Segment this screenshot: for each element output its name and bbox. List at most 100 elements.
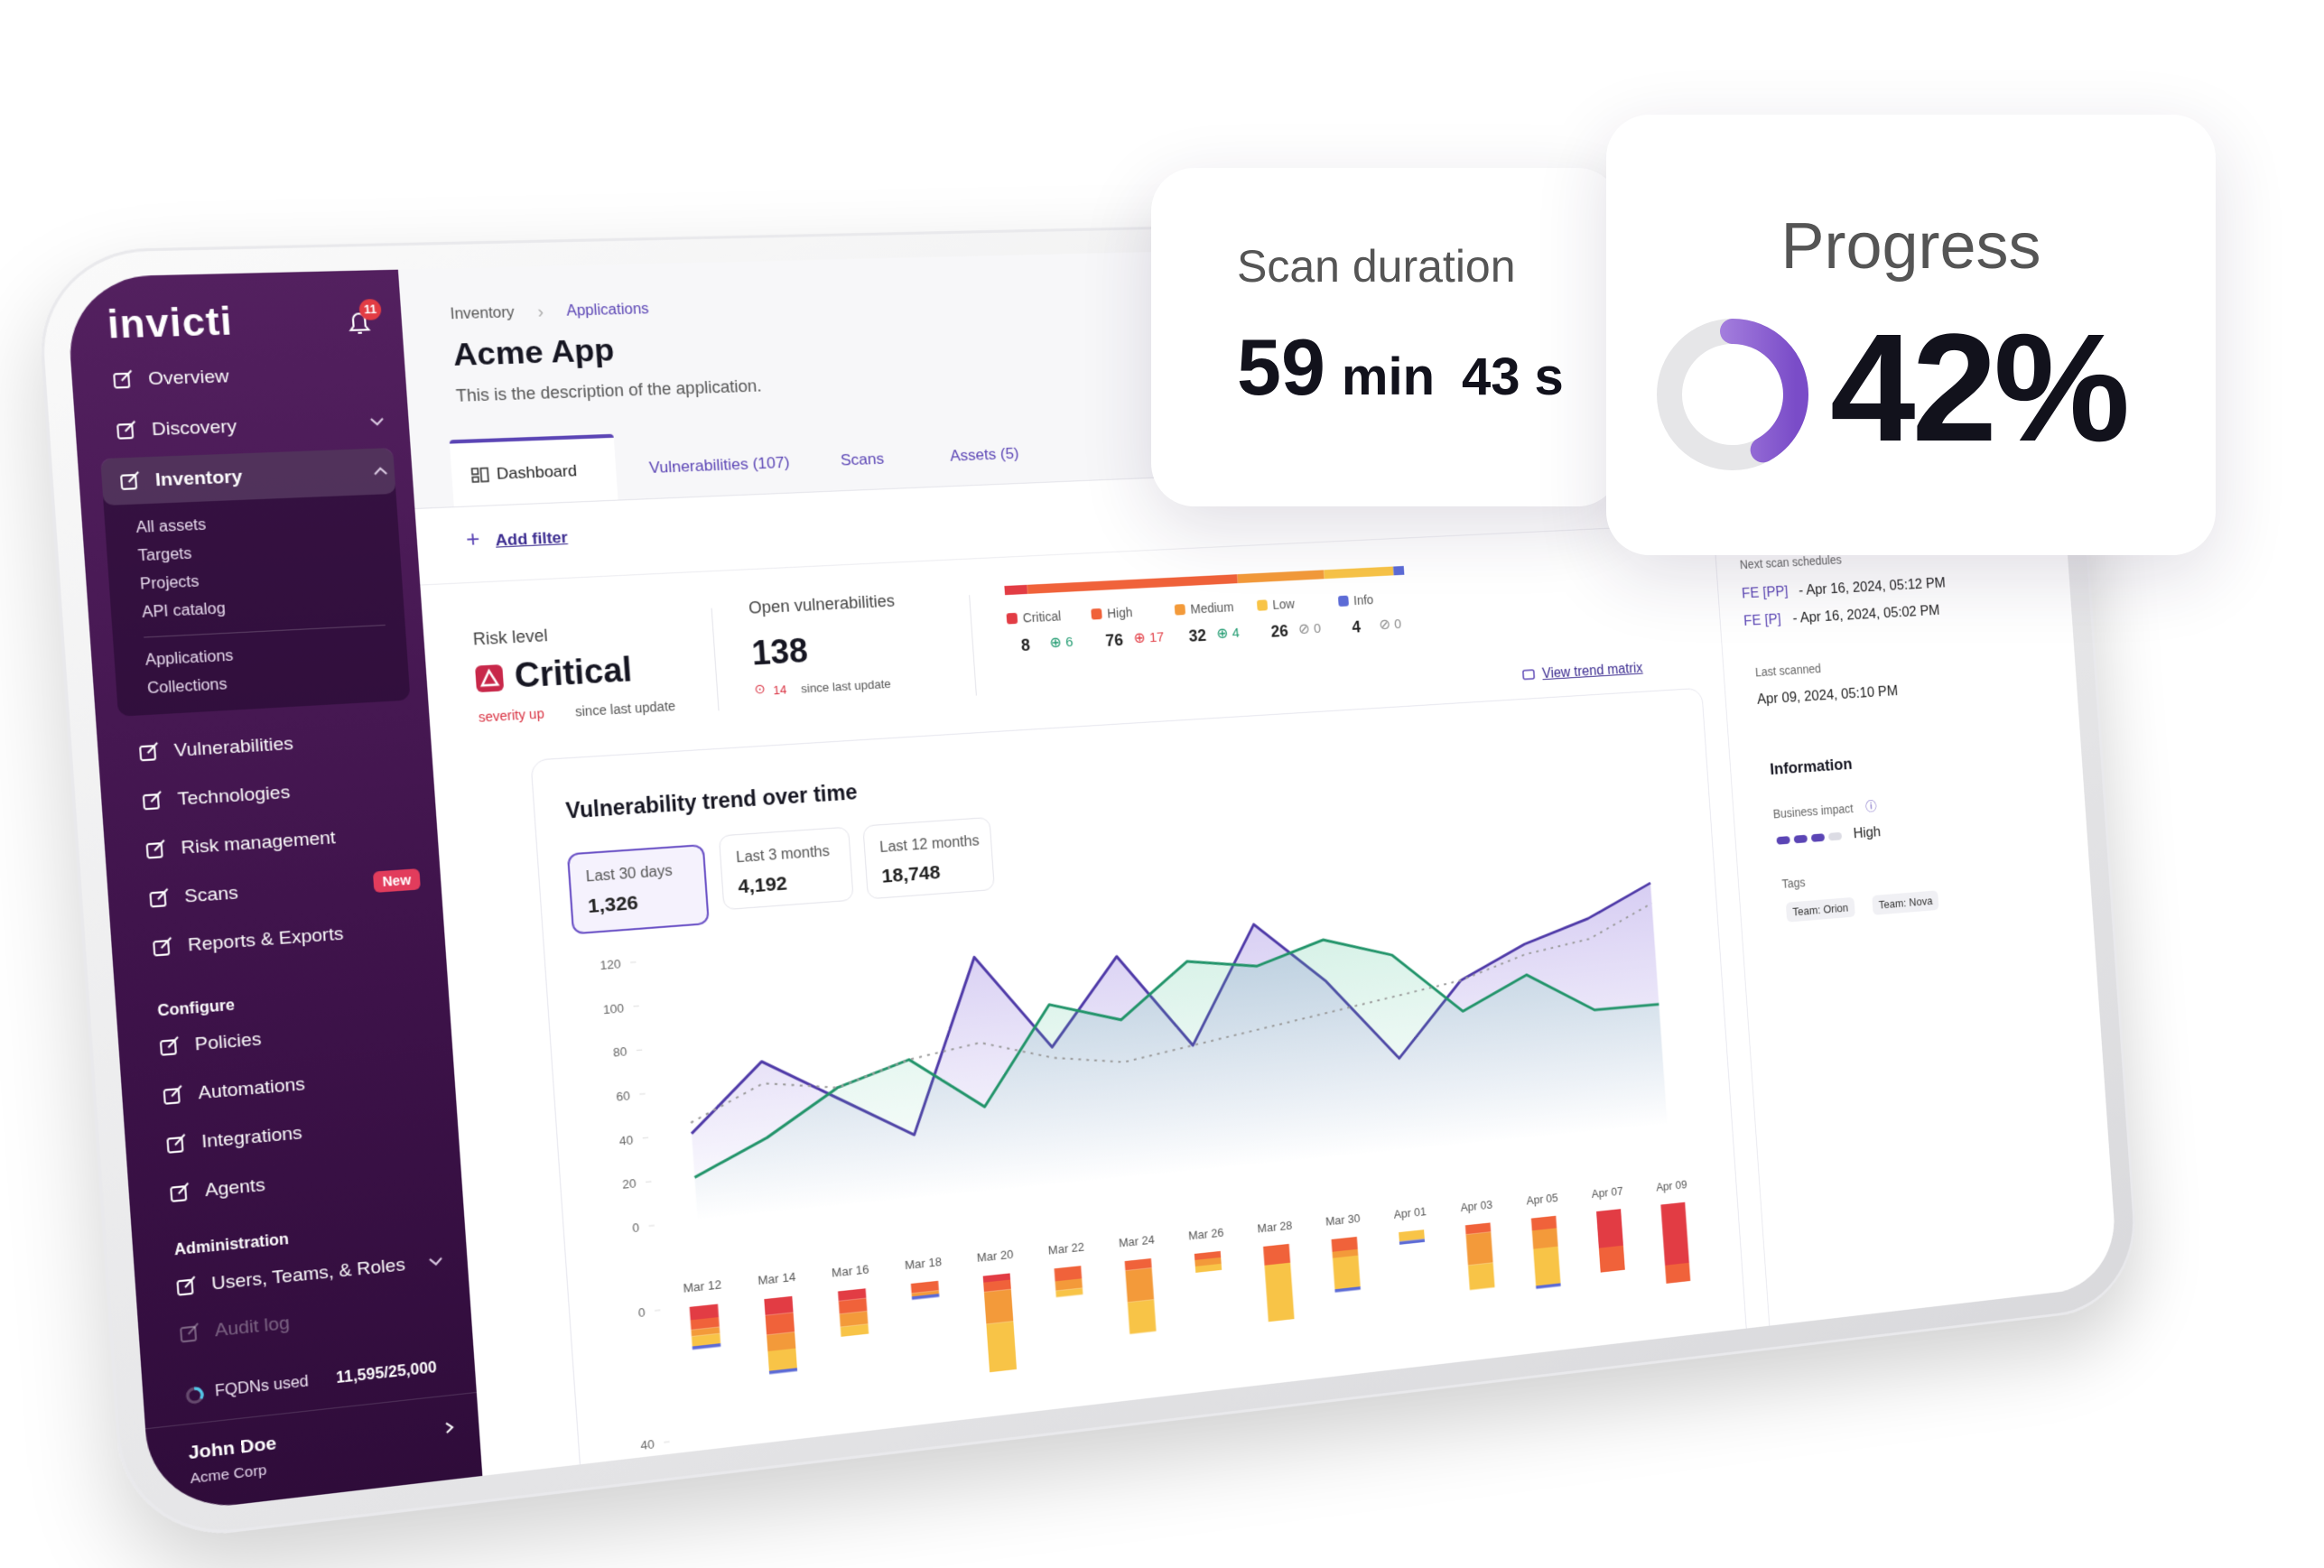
scan-sec-unit: s [1534, 348, 1564, 406]
last-label: Last scanned [1754, 661, 1822, 680]
severity-segment [1237, 570, 1325, 584]
x-tick-label: Apr 03 [1460, 1198, 1492, 1214]
fqdn-ring-arc [194, 1387, 202, 1399]
bar-segment [1533, 1246, 1561, 1286]
user-name: John Doe [187, 1433, 277, 1464]
bar-segment [767, 1331, 796, 1351]
severity-count: 32 [1188, 626, 1207, 645]
x-tick-label: Mar 28 [1257, 1219, 1293, 1236]
nav-item[interactable]: Vulnerabilities [173, 733, 294, 762]
bar-segment [1530, 1215, 1557, 1231]
bar-segment [1660, 1202, 1689, 1266]
severity-count: 26 [1270, 621, 1289, 641]
sub-nav-item[interactable]: All assets [135, 516, 207, 537]
x-tick-label: Apr 07 [1591, 1184, 1623, 1201]
nav-item[interactable]: Reports & Exports [187, 923, 345, 956]
icon-pen [188, 1323, 199, 1334]
bar-segment [765, 1312, 795, 1335]
y-tick [639, 1094, 645, 1095]
schedule-tag[interactable]: FE [P] [1743, 610, 1782, 629]
nav-item[interactable]: Scans [183, 883, 239, 907]
bar-segment [1127, 1299, 1157, 1334]
icon-pen [151, 792, 162, 803]
chevron-path [375, 469, 387, 475]
y-tick [643, 1137, 648, 1138]
add-filter[interactable]: Add filter [495, 528, 569, 550]
icon-pen [147, 743, 158, 753]
nav-item[interactable]: Audit log [214, 1313, 291, 1341]
y-tick-label: 100 [603, 1001, 625, 1016]
trend-link[interactable]: View trend matrix [1541, 661, 1643, 682]
chart-card: Vulnerability trend over time View trend … [530, 661, 1748, 1482]
nav-item[interactable]: Policies [194, 1029, 263, 1055]
nav-icon [139, 742, 161, 763]
bar-segment [983, 1289, 1014, 1324]
main: Inventory › Applications Acme App This is th… [397, 230, 2119, 1482]
breadcrumb[interactable]: Inventory [450, 304, 516, 323]
x-tick-label: Mar 22 [1047, 1240, 1084, 1257]
link-icon-box [1523, 670, 1535, 679]
severity-dot [1006, 612, 1018, 625]
icon-pen [125, 422, 135, 431]
bar-segment [1531, 1228, 1558, 1249]
scan-seconds: 43 [1462, 348, 1520, 406]
severity-change-icon: ⊕ [1133, 630, 1147, 647]
severity-dot [1174, 604, 1186, 616]
severity-change-icon: ⊘ [1297, 621, 1311, 638]
chevron [428, 1255, 444, 1267]
x-tick-label: Mar 30 [1325, 1211, 1361, 1228]
sub-nav-item[interactable]: Projects [139, 573, 200, 593]
y-tick [646, 1182, 651, 1183]
breadcrumb[interactable]: Applications [565, 301, 650, 320]
nav-item[interactable]: Users, Teams, & Roles [210, 1255, 406, 1294]
y2-tick-label: 0 [637, 1305, 646, 1320]
bar-segment [1465, 1231, 1493, 1266]
bar-segment [1124, 1257, 1152, 1271]
risk-icon-bg [475, 664, 505, 693]
x-tick-label: Mar 26 [1188, 1226, 1224, 1243]
severity-change-icon: ⊕ [1215, 626, 1229, 643]
chevron-path [371, 419, 384, 425]
chevron [442, 1421, 458, 1434]
scan-minutes: 59 [1237, 322, 1325, 412]
scan-min-unit: min [1341, 348, 1436, 406]
nav-item[interactable]: Integrations [200, 1123, 303, 1153]
schedule-time: - Apr 16, 2024, 05:02 PM [1791, 601, 1940, 626]
nav-icon [145, 839, 167, 859]
nav-icon [120, 471, 142, 491]
tag-chip: Team: Orion [1785, 896, 1855, 923]
nav-item[interactable]: Automations [197, 1074, 306, 1104]
tab-icon [470, 467, 489, 483]
tab[interactable]: Dashboard [496, 461, 578, 483]
sub-nav-item[interactable]: Targets [137, 545, 192, 565]
chevron [368, 415, 385, 427]
y-tick-label: 20 [622, 1176, 637, 1192]
severity-count: 4 [1351, 617, 1362, 636]
logo: invicti [106, 301, 235, 348]
nav-item[interactable]: Inventory [154, 467, 244, 491]
chevron-path [446, 1423, 452, 1433]
nav-item[interactable]: Technologies [177, 782, 291, 811]
impact-dot [1776, 836, 1790, 845]
icon-cell [472, 477, 479, 482]
tab[interactable]: Scans [840, 450, 885, 469]
severity-name: Medium [1189, 599, 1234, 617]
next-label: Next scan schedules [1739, 552, 1843, 572]
severity-name: Critical [1022, 608, 1062, 626]
impact-label: Business impact [1772, 801, 1855, 821]
x-tick-label: Apr 01 [1393, 1205, 1427, 1221]
nav-item[interactable]: Agents [204, 1174, 266, 1202]
y-tick-label: 120 [600, 957, 621, 972]
nav-item[interactable]: Risk management [180, 828, 337, 859]
tab[interactable]: Assets (5) [949, 444, 1020, 465]
severity-count: 8 [1020, 636, 1031, 655]
nav-item[interactable]: Overview [147, 366, 230, 390]
severity-bar [1004, 565, 1405, 596]
fqdn-label: FQDNs used [214, 1373, 310, 1400]
severity-count: 76 [1104, 630, 1124, 650]
nav-item[interactable]: Discovery [151, 416, 237, 441]
bar-segment [1598, 1245, 1625, 1273]
bar-segment [1596, 1209, 1623, 1248]
schedule-tag[interactable]: FE [PP] [1741, 582, 1789, 602]
